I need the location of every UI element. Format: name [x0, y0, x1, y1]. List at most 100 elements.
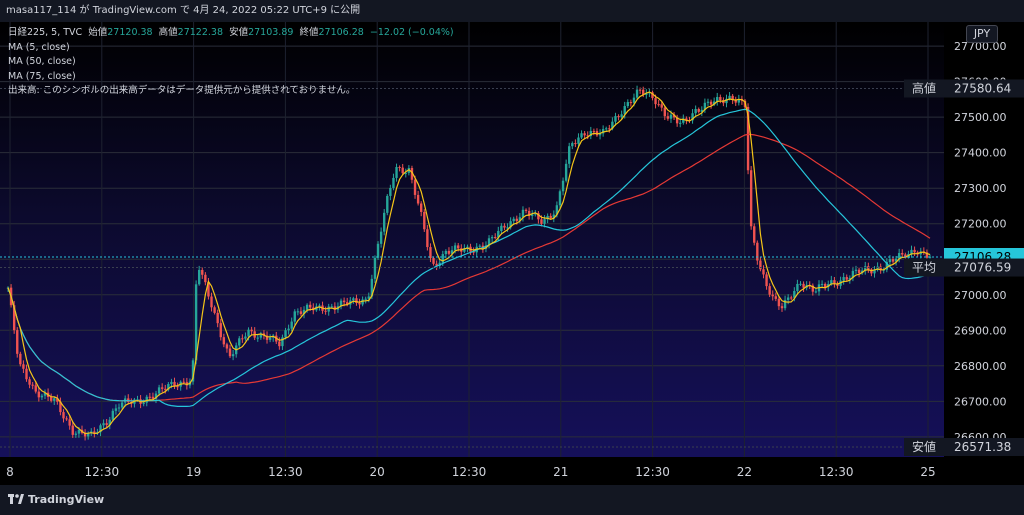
candle-body — [435, 263, 438, 266]
price-tick-label: 26700.00 — [954, 395, 1007, 408]
tradingview-logo-icon — [8, 494, 24, 506]
currency-label[interactable]: JPY — [966, 25, 998, 43]
candle-body — [453, 245, 457, 251]
candle-body — [117, 407, 121, 409]
candle-body — [746, 106, 750, 171]
ma5-line — [7, 91, 931, 435]
candle-body — [904, 254, 907, 258]
candle-body — [910, 249, 913, 255]
ma50-legend[interactable]: MA (50, close) — [8, 56, 76, 67]
time-tick-label: 12:30 — [85, 465, 120, 479]
price-tick-label: 27700.00 — [954, 40, 1007, 53]
candle-body — [333, 306, 337, 310]
candle-body — [561, 180, 565, 192]
candle-body — [580, 133, 583, 138]
candle-body — [404, 172, 407, 174]
candle-body — [213, 307, 216, 313]
close-value: 27106.28 — [318, 27, 364, 38]
candle-body — [111, 410, 115, 420]
candle-body — [416, 194, 420, 204]
candle-body — [352, 298, 355, 301]
candle-body — [598, 133, 602, 136]
candle-body — [703, 102, 707, 110]
time-axis[interactable]: 8 12:30 19 12:30 20 12:30 21 12:30 22 12:30 25 — [0, 457, 944, 485]
candle-body — [601, 129, 605, 134]
candle-body — [786, 297, 790, 300]
candle-body — [540, 219, 543, 224]
candle-body — [864, 266, 867, 271]
price-tick-label: 27000.00 — [954, 289, 1007, 302]
candle-body — [441, 254, 444, 263]
price-tag-bg — [944, 438, 1024, 456]
time-tick-label: 12:30 — [819, 465, 854, 479]
candle-body — [669, 114, 673, 119]
candle-body — [531, 214, 534, 216]
ma5-legend[interactable]: MA (5, close) — [8, 41, 70, 53]
candle-body — [592, 130, 596, 132]
candle-body — [447, 250, 451, 254]
candle-body — [503, 225, 506, 228]
price-tag-label-bg — [904, 438, 944, 456]
candle-body — [888, 259, 892, 263]
candle-body — [654, 98, 657, 105]
candle-body — [589, 130, 593, 137]
ma50-line — [7, 108, 931, 407]
candle-body — [93, 431, 96, 434]
candle-body — [222, 337, 226, 345]
ma75-legend[interactable]: MA (75, close) — [8, 70, 76, 82]
candle-body — [305, 304, 309, 310]
candle-body — [466, 246, 469, 249]
candle-body — [783, 299, 787, 309]
candle-body — [620, 114, 623, 117]
candle-body — [515, 218, 518, 221]
candle-body — [367, 296, 370, 299]
candle-body — [697, 108, 700, 112]
candle-body — [873, 269, 876, 274]
candle-body — [611, 121, 614, 129]
candle-body — [34, 385, 37, 392]
candle-body — [160, 387, 164, 389]
candle-body — [642, 89, 645, 95]
candle-body — [586, 135, 589, 137]
candle-body — [512, 218, 515, 222]
candle-body — [472, 251, 475, 253]
price-tick-label: 27200.00 — [954, 218, 1007, 231]
candle-body — [564, 163, 568, 181]
candle-body — [870, 269, 873, 274]
candle-body — [37, 391, 41, 398]
open-label: 始値 — [88, 27, 108, 38]
candle-body — [145, 396, 148, 403]
candle-body — [22, 364, 25, 369]
candle-body — [450, 250, 454, 254]
candle-body — [700, 109, 704, 112]
chart-pane[interactable]: 日経225, 5, TVC 始値27120.38 高値27122.38 安値27… — [0, 22, 944, 457]
candle-body — [457, 245, 460, 249]
candle-body — [555, 205, 559, 215]
candle-body — [43, 392, 47, 396]
candle-body — [712, 101, 716, 105]
candle-body — [151, 396, 155, 399]
candle-body — [571, 143, 574, 147]
candle-body — [410, 167, 414, 180]
candle-body — [164, 388, 167, 390]
candle-body — [854, 269, 858, 271]
candle-body — [666, 116, 670, 119]
price-axis[interactable]: 26600.00 26700.00 26800.00 26900.00 27000.00… — [944, 22, 1024, 457]
candle-body — [774, 296, 778, 299]
low-value: 27103.89 — [248, 27, 294, 38]
candle-body — [638, 89, 642, 91]
volume-note: 出来高: このシンボルの出来高データはデータ提供元から提供されておりません。 — [8, 85, 356, 96]
candle-body — [296, 311, 300, 313]
candle-body — [494, 237, 497, 239]
candle-body — [737, 99, 741, 103]
publish-info-bar: masa117_114 が TradingView.com で 4月 24, 2… — [0, 0, 1024, 22]
candle-body — [876, 266, 879, 270]
candle-body — [142, 402, 145, 404]
candle-body — [500, 225, 503, 231]
price-tag-label: 平均 — [912, 261, 936, 275]
candle-body — [648, 92, 651, 94]
price-tag-label: 安値 — [912, 439, 936, 454]
candle-body — [497, 230, 500, 238]
candle-body — [814, 291, 818, 293]
candle-body — [342, 300, 346, 303]
